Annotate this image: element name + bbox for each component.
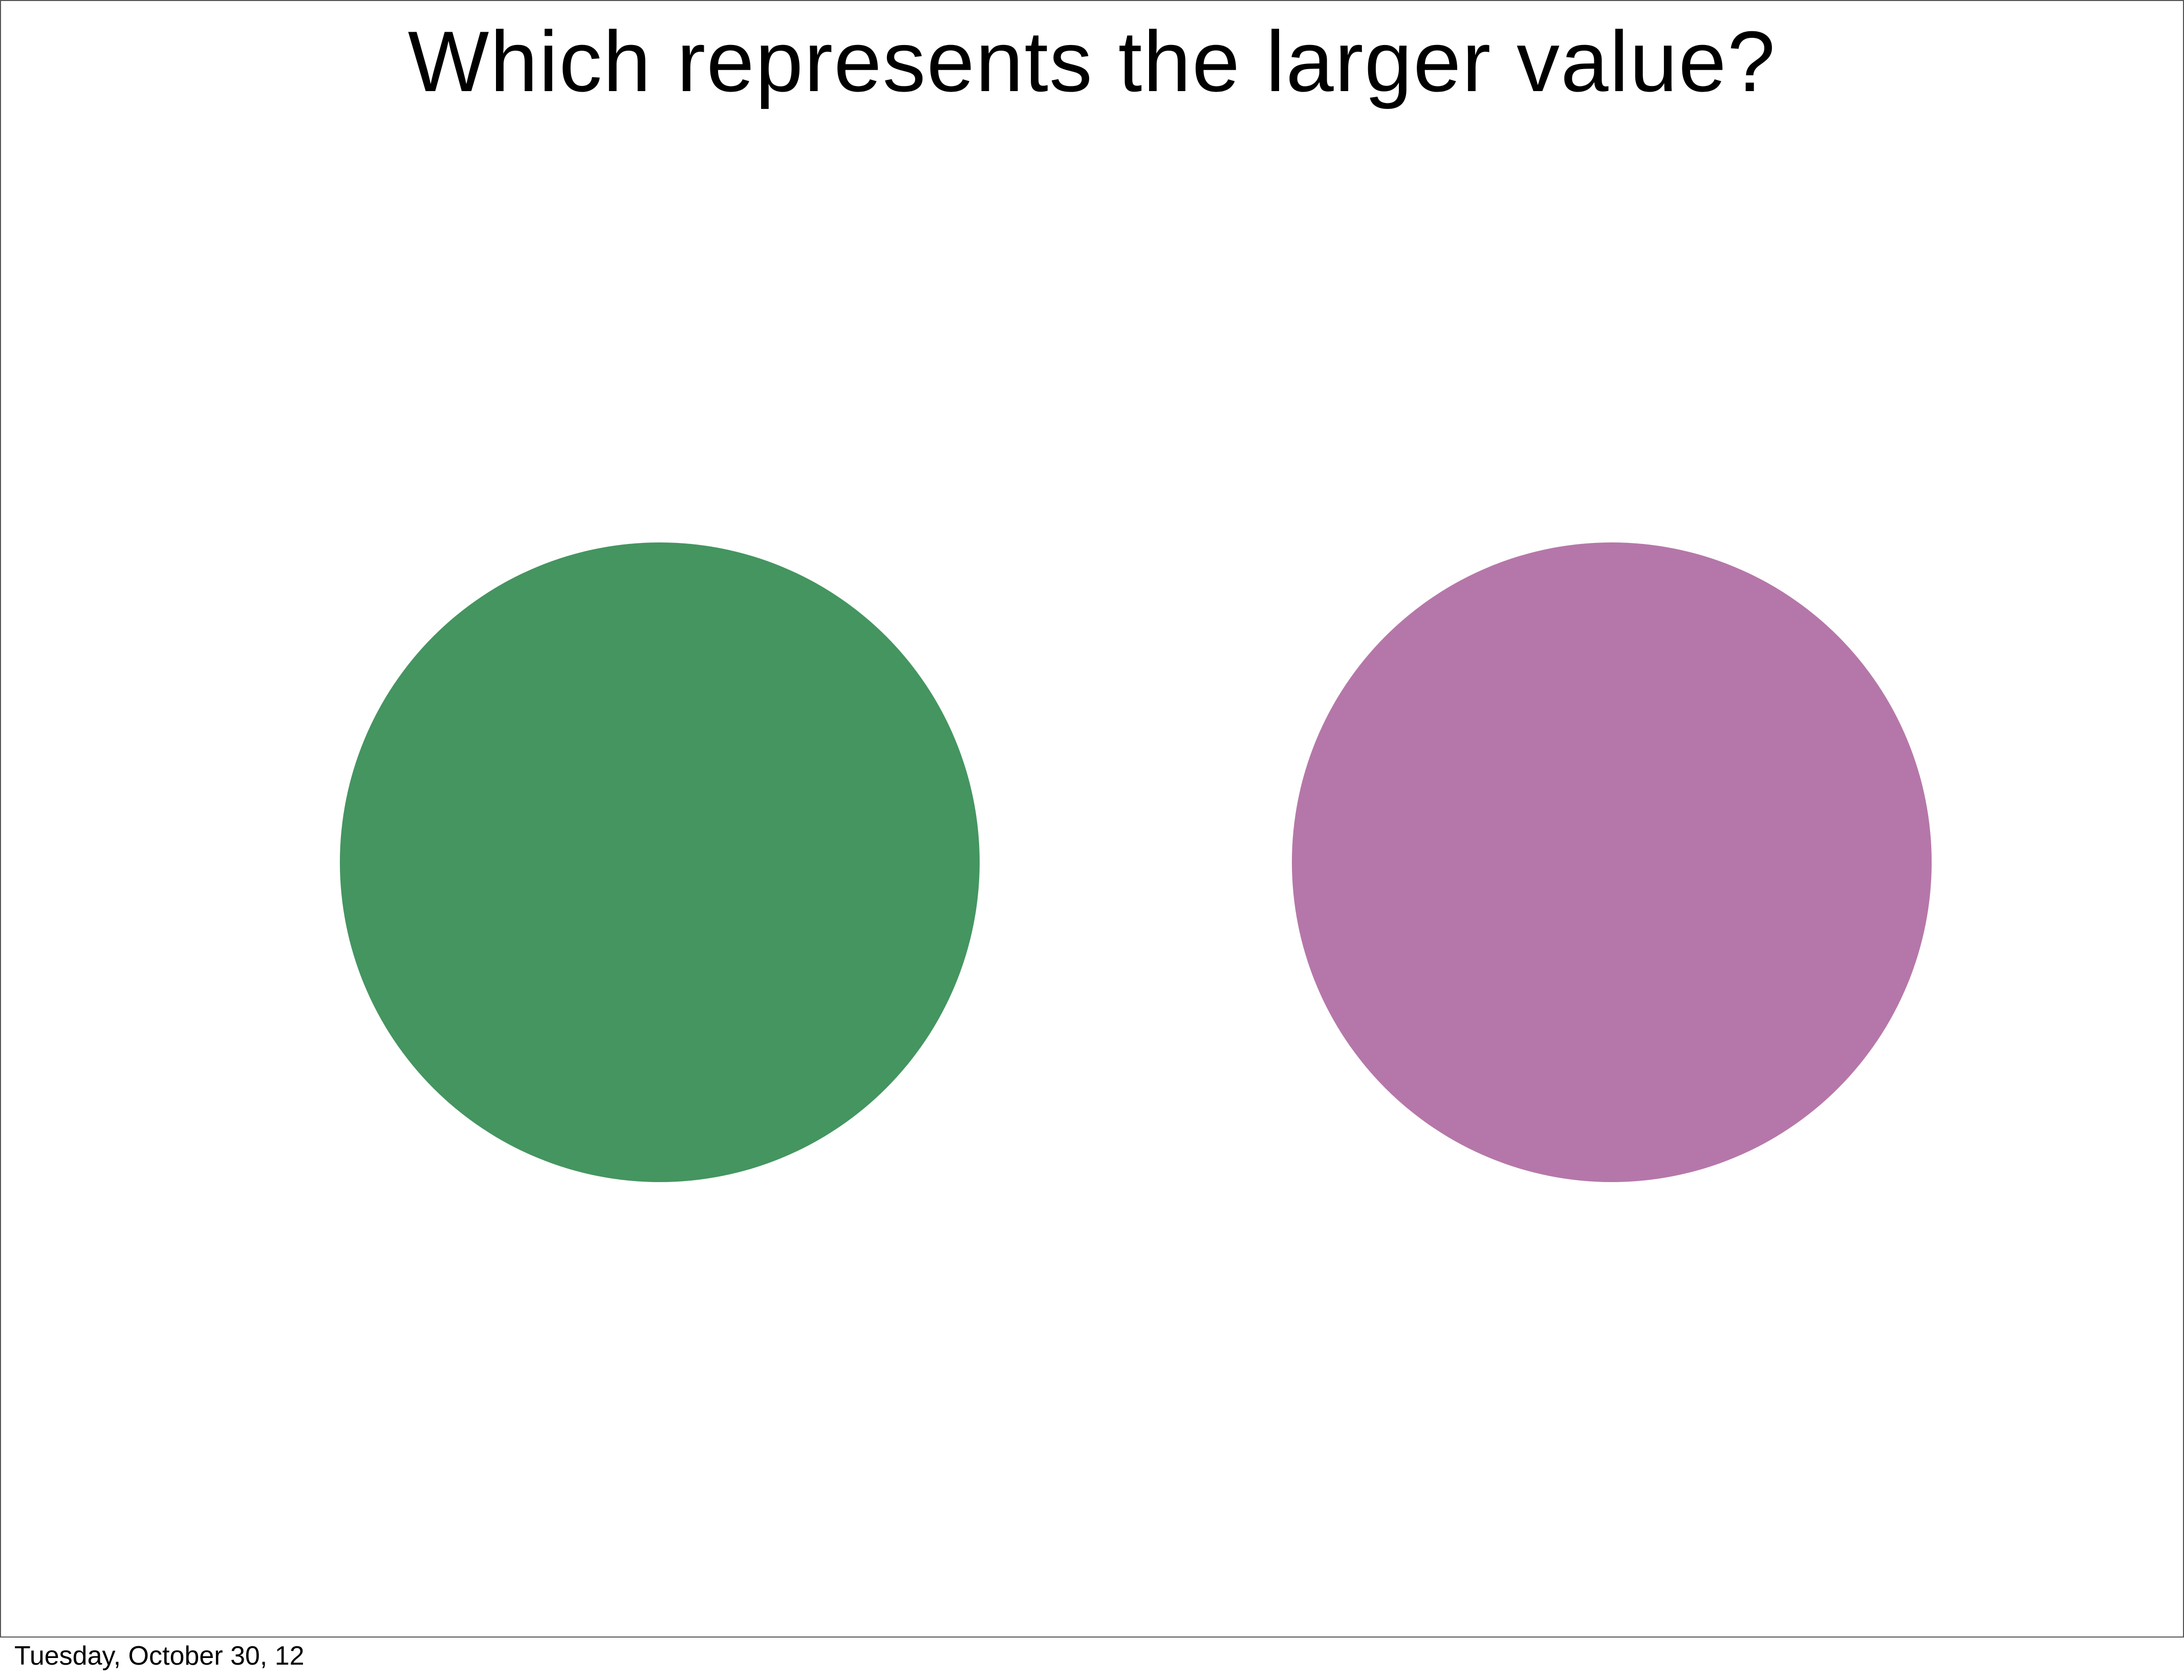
left-circle (340, 542, 980, 1182)
circles-figure (340, 542, 1932, 1182)
right-circle (1292, 542, 1932, 1182)
footer-date: Tuesday, October 30, 12 (14, 1641, 305, 1671)
slide: Which represents the larger value? (0, 0, 2184, 1638)
slide-title: Which represents the larger value? (407, 13, 1777, 110)
